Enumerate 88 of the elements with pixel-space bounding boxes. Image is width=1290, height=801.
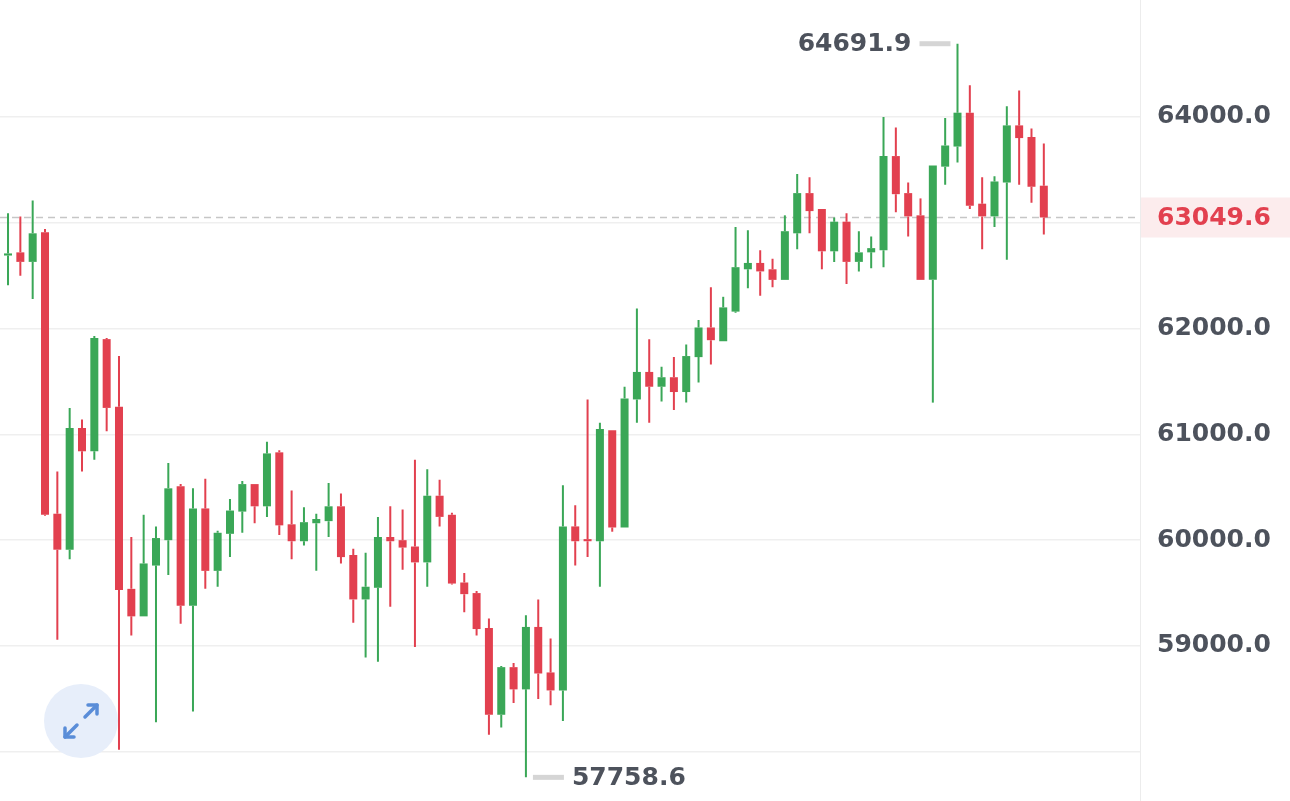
candlestick <box>176 483 185 625</box>
candlestick <box>299 506 308 547</box>
candlestick <box>349 547 358 624</box>
candlestick <box>965 84 974 210</box>
candlestick <box>669 356 678 412</box>
candlestick <box>509 661 518 705</box>
candlestick <box>1039 142 1048 236</box>
candlestick <box>4 212 13 287</box>
ref-line-label: 63049.6 <box>1157 201 1271 231</box>
candlestick <box>916 197 925 280</box>
candlestick <box>805 176 814 235</box>
candlestick <box>423 468 432 588</box>
candlestick <box>694 319 703 384</box>
candlestick <box>238 479 247 534</box>
candlestick <box>854 230 863 273</box>
candlestick <box>534 598 543 700</box>
candlestick <box>28 199 37 300</box>
candlestick <box>53 470 62 641</box>
candlestick <box>521 614 530 779</box>
candlestick <box>891 126 900 214</box>
candlestick <box>127 536 136 637</box>
candlestick <box>201 477 210 590</box>
candlestick <box>460 571 469 614</box>
candlestick <box>410 458 419 649</box>
candlestick <box>225 497 234 559</box>
candlestick <box>558 484 567 723</box>
candlestick <box>324 482 333 538</box>
candlestick <box>990 175 999 228</box>
candlestick <box>361 551 370 659</box>
candlestick <box>373 515 382 663</box>
y-tick-label: 61000.0 <box>1157 417 1271 447</box>
candlestick <box>645 338 654 424</box>
candlestick <box>817 208 826 271</box>
candlestick <box>386 505 395 608</box>
candlestick <box>188 487 197 713</box>
candlestick <box>484 617 493 736</box>
annotation: 57758.6 <box>571 761 686 791</box>
candlestick <box>1015 89 1024 186</box>
candlestick <box>682 343 691 404</box>
candlestick <box>743 229 752 290</box>
candlestick <box>953 42 962 164</box>
candlestick <box>928 165 937 404</box>
y-tick-label: 60000.0 <box>1157 523 1271 553</box>
candlestick <box>398 508 407 571</box>
candlestick <box>842 212 851 286</box>
candlestick <box>571 504 580 567</box>
candlestick <box>312 512 321 572</box>
candlestick <box>275 449 284 536</box>
y-tick-label: 62000.0 <box>1157 312 1271 342</box>
candlestick <box>114 355 123 751</box>
candlestick <box>632 307 641 424</box>
candlestick <box>620 385 629 528</box>
candlestick <box>1002 105 1011 261</box>
candlestick <box>904 181 913 238</box>
y-tick-label: 64000.0 <box>1157 100 1271 130</box>
candlestick <box>78 418 86 473</box>
candlestick <box>1027 127 1036 204</box>
candlestick <box>830 216 839 263</box>
candlestick <box>780 214 789 280</box>
candlestick <box>90 334 99 461</box>
candlestick <box>583 398 592 559</box>
candlestick <box>879 115 888 269</box>
candlestick <box>262 440 271 518</box>
candlestick <box>941 116 950 186</box>
candlestick <box>978 176 987 251</box>
candlestick <box>756 249 765 297</box>
candlestick <box>595 421 604 588</box>
candlestick <box>706 286 715 366</box>
candlestick <box>336 492 345 565</box>
annotation: 64691.9 <box>797 28 912 58</box>
candlestick <box>139 513 148 617</box>
y-tick-label: 59000.0 <box>1157 629 1271 659</box>
candlestick <box>546 637 555 707</box>
candlestick <box>472 589 481 637</box>
candlestick <box>719 295 728 342</box>
candlestick <box>435 478 444 528</box>
candlestick <box>608 430 617 533</box>
candlestick <box>151 525 160 724</box>
candlestick <box>793 173 802 251</box>
candlestick <box>16 215 25 277</box>
candlestick <box>213 529 222 588</box>
candlestick <box>657 365 666 403</box>
candlestick <box>164 461 173 577</box>
candlestick <box>287 489 296 561</box>
candlestick <box>867 235 876 270</box>
candlestick <box>250 484 259 525</box>
candlestick <box>768 257 777 289</box>
candlestick <box>65 406 74 561</box>
